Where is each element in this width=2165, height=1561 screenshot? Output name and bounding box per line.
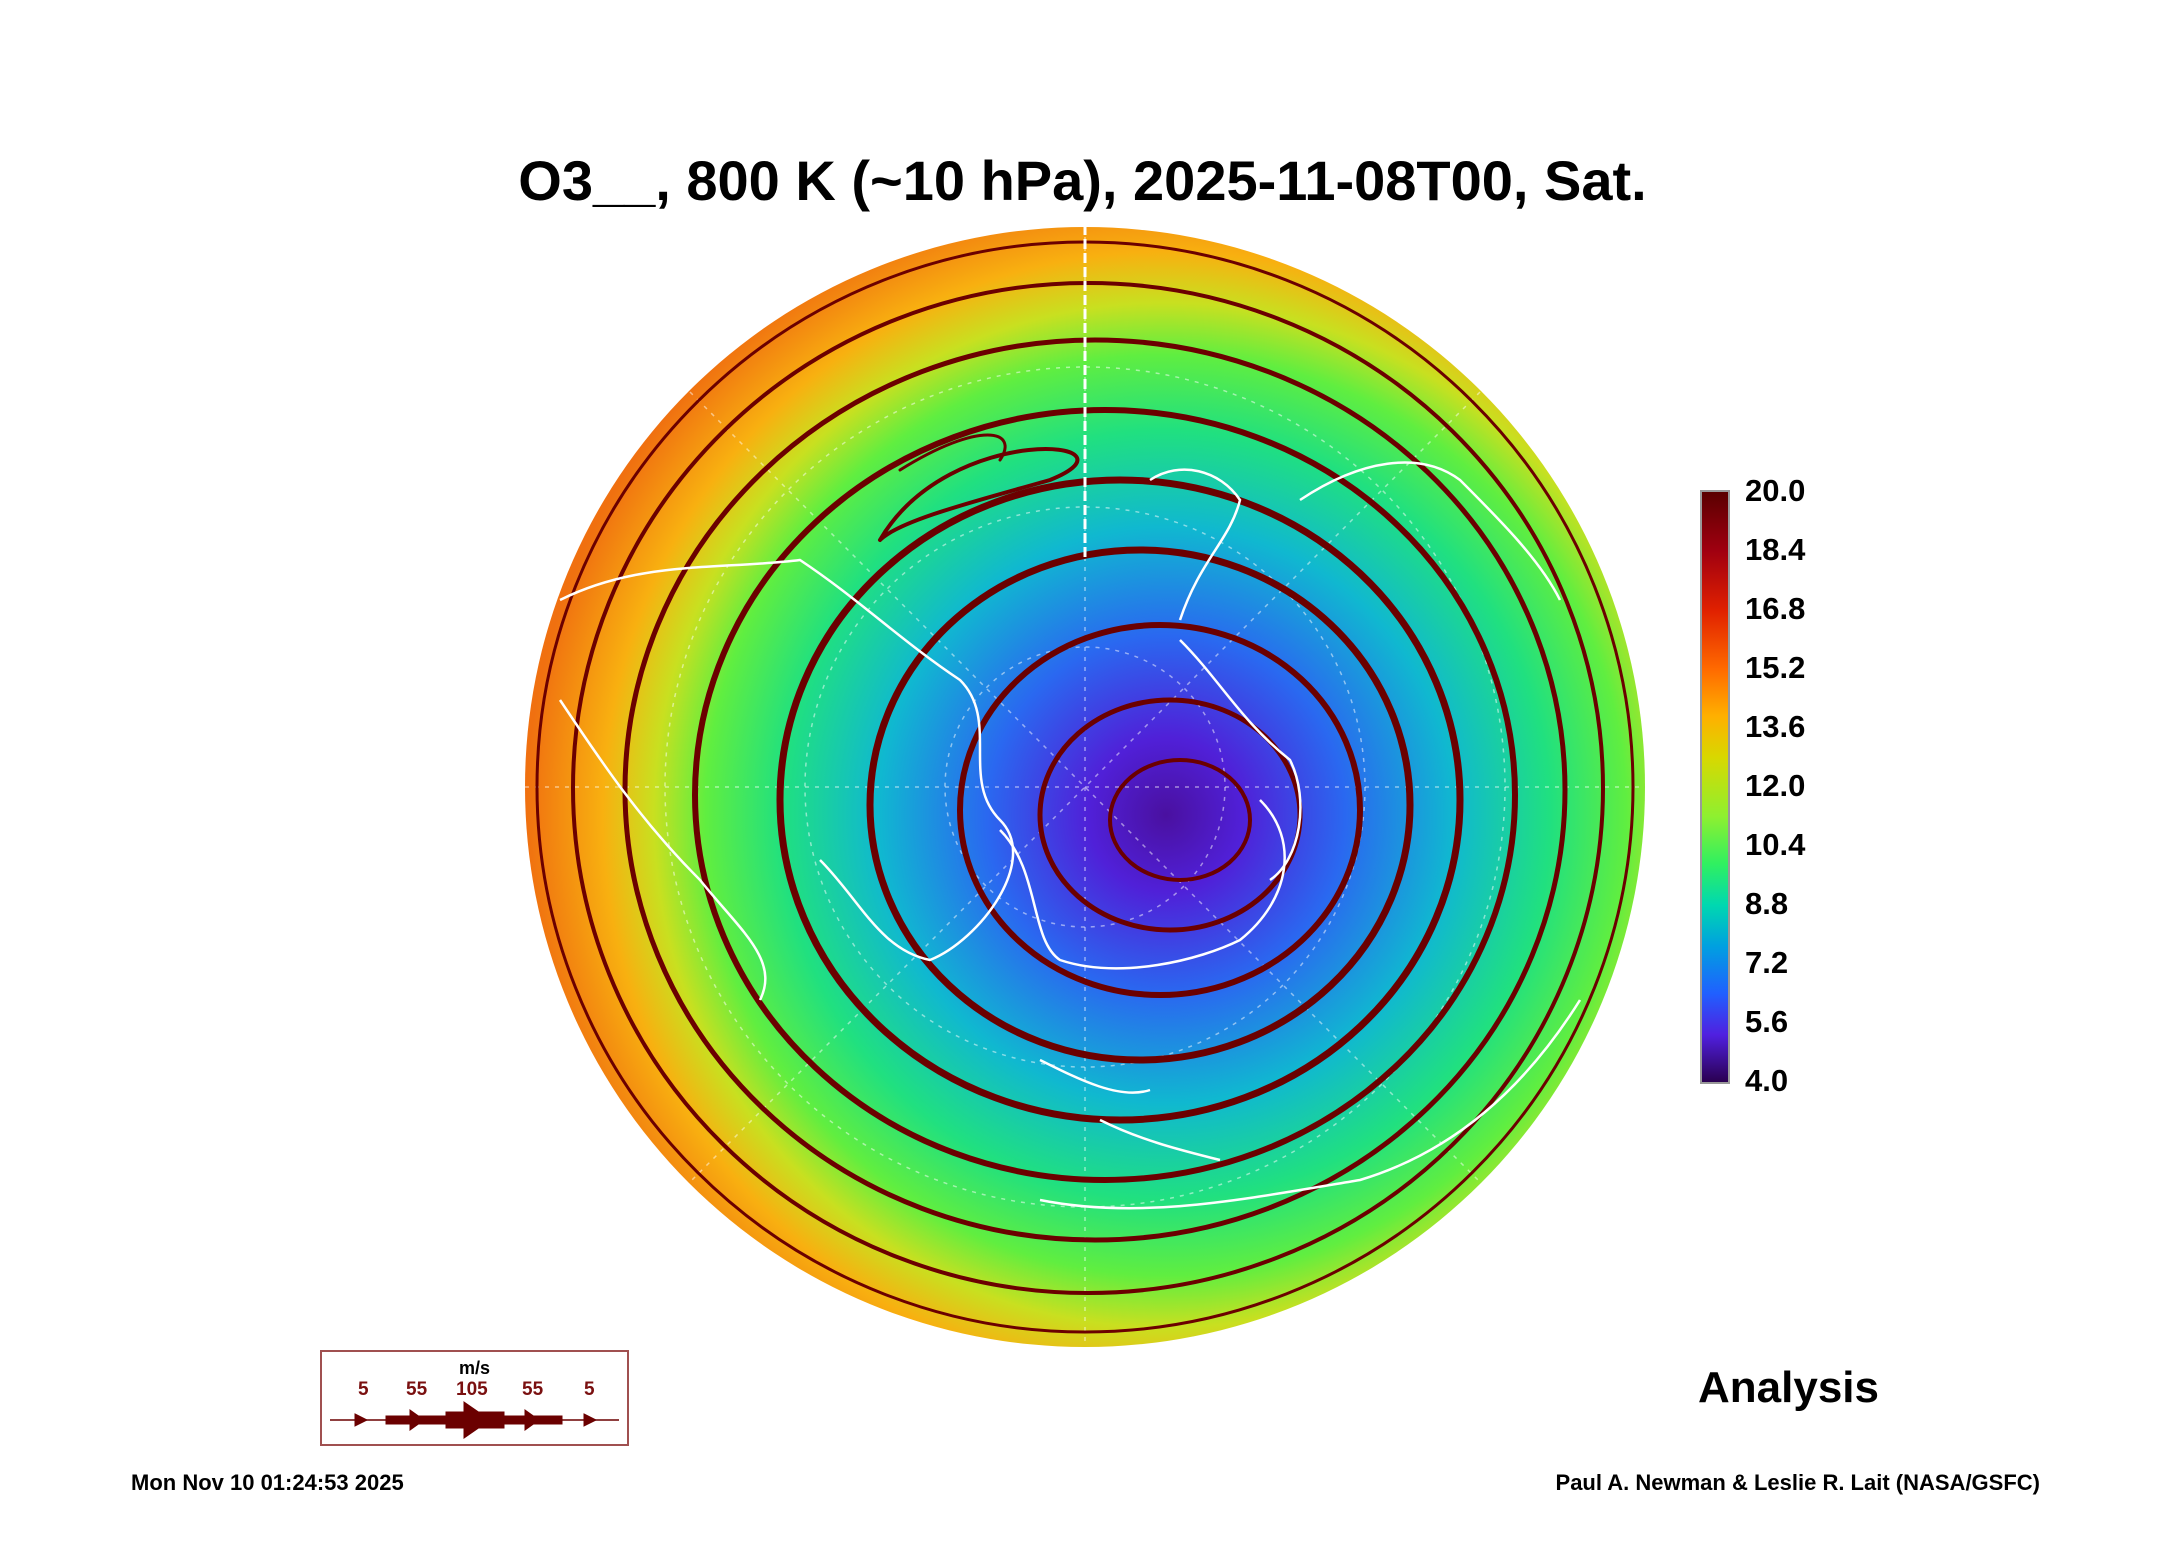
wind-value: 55: [406, 1379, 428, 1400]
wind-value: 5: [584, 1379, 595, 1400]
colorbar-label: 4.0: [1745, 1063, 1789, 1098]
wind-value: 5: [358, 1379, 369, 1400]
credit: Paul A. Newman & Leslie R. Lait (NASA/GS…: [1555, 1470, 2040, 1495]
map-title: O3__, 800 K (~10 hPa), 2025-11-08T00, Sa…: [518, 149, 1647, 212]
colorbar-label: 18.4: [1745, 532, 1806, 567]
wind-value: 105: [456, 1379, 488, 1400]
analysis-label: Analysis: [1698, 1363, 1879, 1412]
wind-value: 55: [522, 1379, 544, 1400]
wind-streamlines: [535, 240, 1635, 1334]
timestamp: Mon Nov 10 01:24:53 2025: [131, 1470, 404, 1495]
colorbar-label: 12.0: [1745, 768, 1806, 803]
colorbar-label: 16.8: [1745, 591, 1806, 626]
wind-speed-legend: m/s 5 55 105 55 5: [320, 1350, 629, 1446]
colorbar-label: 20.0: [1745, 473, 1806, 508]
colorbar-label: 10.4: [1745, 827, 1806, 862]
colorbar-label: 7.2: [1745, 945, 1789, 980]
wind-unit: m/s: [458, 1358, 491, 1378]
colorbar-label: 15.2: [1745, 650, 1806, 685]
colorbar-label: 5.6: [1745, 1004, 1789, 1039]
colorbar-label: 13.6: [1745, 709, 1806, 744]
colorbar: [1700, 490, 1730, 1084]
coastlines: [558, 461, 1582, 1210]
colorbar-label: 8.8: [1745, 886, 1789, 921]
wind-arrow-scale: [330, 1401, 619, 1439]
